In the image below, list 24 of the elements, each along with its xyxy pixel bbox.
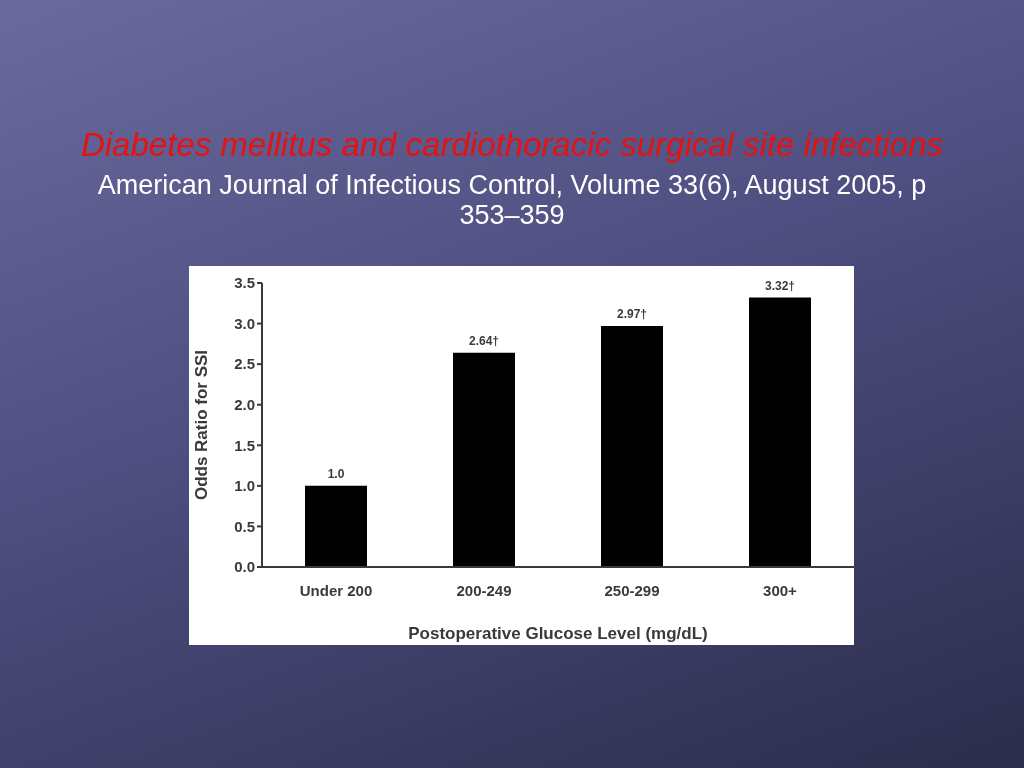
y-axis-title: Odds Ratio for SSI (191, 349, 211, 501)
y-tick-label: 2.0 (234, 396, 255, 414)
chart-title: Diabetes mellitus and cardiothoracic surgical site infections (79, 126, 945, 164)
x-tick-label: 250-299 (604, 581, 660, 599)
y-tick-label: 0.5 (234, 517, 255, 535)
y-tick-label: 1.5 (234, 436, 255, 454)
y-tick-label: 2.5 (234, 355, 255, 373)
y-tick-label: 1.0 (234, 477, 255, 495)
y-tick-label: 0.0 (234, 558, 255, 576)
y-tick-label: 3.5 (234, 274, 255, 292)
x-tick-label: Under 200 (299, 581, 373, 599)
bar (453, 352, 515, 567)
data-label: 3.32† (764, 278, 796, 293)
bar (601, 326, 663, 567)
data-label: 2.64† (468, 333, 500, 348)
data-label: 2.97† (616, 307, 648, 322)
x-tick-label: 300+ (763, 581, 798, 599)
y-tick-label: 3.0 (234, 314, 255, 332)
bar (749, 297, 811, 567)
data-label: 1.0 (327, 466, 345, 481)
x-tick-label: 200-249 (456, 581, 512, 599)
bar (305, 485, 367, 567)
x-axis-title: Postoperative Glucose Level (mg/dL) (408, 624, 708, 643)
chart-subtitle: American Journal of Infectious Control, Volume 33(6), August 2005, p 353–359 (96, 170, 928, 230)
